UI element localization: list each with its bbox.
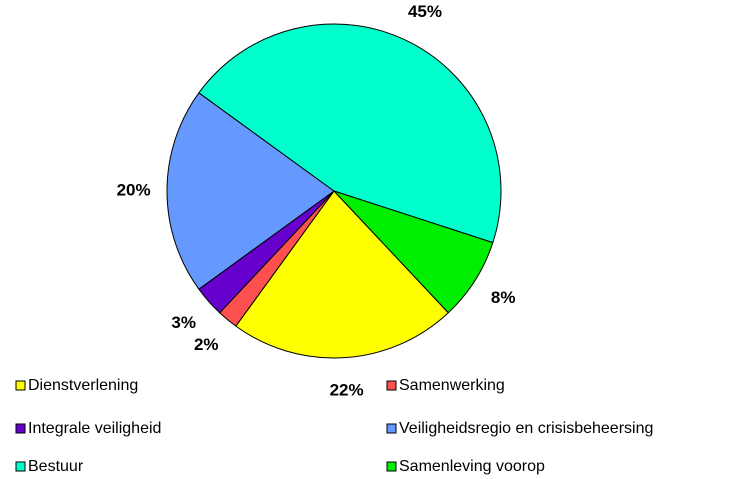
legend-label: Dienstverlening [28,377,138,394]
data-label: 20% [117,180,151,199]
pie-slice [166,92,335,290]
pie-slice [235,190,450,359]
data-label: 2% [194,335,219,354]
pie-slice [333,190,494,314]
data-label: 45% [408,2,442,21]
data-label: 3% [171,313,196,332]
legend-swatch [15,461,26,472]
pie-slice [198,23,502,244]
legend-swatch [15,380,26,391]
legend-label: Samenleving voorop [399,458,545,475]
legend-swatch [15,423,26,434]
legend-swatch [386,423,397,434]
legend-label: Veiligheidsregio en crisisbeheersing [399,420,653,437]
legend-label: Bestuur [28,458,84,475]
legend-label: Integrale veiligheid [28,420,161,437]
legend-swatch [386,461,397,472]
data-label: 8% [491,288,516,307]
legend-label: Samenwerking [399,377,505,394]
legend-swatch [386,380,397,391]
data-label: 22% [330,380,364,399]
